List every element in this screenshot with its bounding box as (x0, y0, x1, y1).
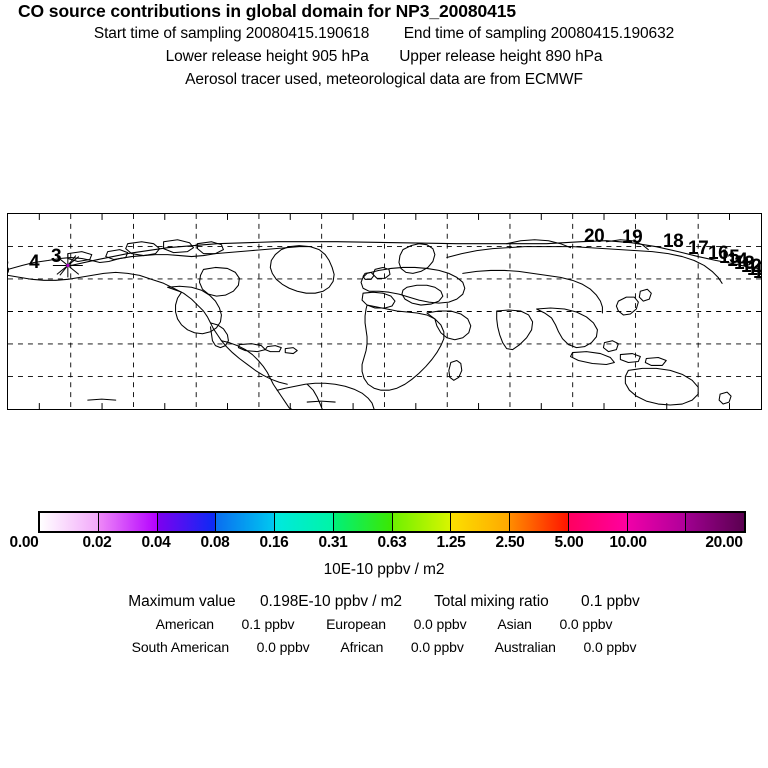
release-height-row: Lower release height 905 hPa Upper relea… (0, 45, 768, 68)
end-time-label: End time of sampling 20080415.190632 (403, 25, 675, 42)
coastline-paths (8, 239, 732, 409)
colorbar-tick-8: 2.50 (495, 534, 525, 551)
region-value-south-american: 0.0 ppbv (256, 639, 310, 655)
tracer-note-row: Aerosol tracer used, meteorological data… (0, 68, 768, 91)
release-point-dot (66, 263, 70, 268)
colorbar-segment-1 (98, 513, 158, 531)
colorbar-tick-7: 1.25 (436, 534, 466, 551)
region-row-1: American 0.1 ppbv European 0.0 ppbv Asia… (0, 613, 768, 636)
colorbar-tick-1: 0.02 (82, 534, 112, 551)
colorbar-segment-2 (157, 513, 217, 531)
region-name-australian: Australian (494, 639, 556, 655)
region-value-european: 0.0 ppbv (413, 616, 467, 632)
colorbar-tick-5: 0.31 (318, 534, 348, 551)
colorbar (38, 511, 746, 533)
trajectory-label-4-12: 4 (29, 252, 40, 273)
trajectory-label-10-10: 10 (753, 263, 761, 282)
trajectory-label-15-5: 15 (719, 247, 740, 268)
region-value-asian: 0.0 ppbv (559, 616, 613, 632)
world-map-svg (8, 214, 761, 409)
colorbar-segment-3 (216, 513, 275, 531)
global-map-panel: 20 19 181716151413121110 543 (7, 213, 762, 410)
colorbar-tick-2: 0.04 (141, 534, 171, 551)
trajectory-label-19-1: 19 (622, 227, 643, 248)
colorbar-tick-10: 10.00 (609, 534, 647, 551)
region-row-2: South American 0.0 ppbv African 0.0 ppbv… (0, 636, 768, 659)
trajectory-label-20-0: 20 (584, 226, 605, 247)
colorbar-segment-8 (510, 513, 569, 531)
colorbar-unit-label: 10E-10 ppbv / m2 (323, 561, 445, 578)
colorbar-tick-9: 5.00 (554, 534, 584, 551)
trajectory-label-14-6: 14 (727, 250, 748, 271)
total-mixing-ratio-value: 0.1 ppbv (581, 593, 640, 610)
colorbar-tick-0: 0.00 (9, 534, 39, 551)
maximum-value-label: Maximum value (128, 593, 236, 610)
colorbar-segment-11 (686, 513, 744, 531)
colorbar-tick-11: 20.00 (705, 534, 743, 551)
trajectory-label-11-9: 11 (747, 259, 761, 280)
sampling-time-row: Start time of sampling 20080415.190618 E… (0, 22, 768, 45)
header-block: CO source contributions in global domain… (0, 0, 768, 91)
region-name-american: American (155, 616, 214, 632)
maximum-value: 0.198E-10 ppbv / m2 (259, 593, 402, 610)
start-time-label: Start time of sampling 20080415.190618 (93, 25, 370, 42)
colorbar-tick-4: 0.16 (259, 534, 289, 551)
colorbar-tick-3: 0.08 (200, 534, 230, 551)
trajectory-path (70, 240, 759, 269)
upper-release-height-label: Upper release height 890 hPa (399, 48, 603, 65)
map-axis-ticks (38, 214, 730, 409)
statistics-block: Maximum value 0.198E-10 ppbv / m2 Total … (0, 590, 768, 659)
region-value-american: 0.1 ppbv (241, 616, 295, 632)
maximum-and-total-row: Maximum value 0.198E-10 ppbv / m2 Total … (0, 590, 768, 613)
trajectory-label-17-3: 17 (688, 238, 709, 259)
colorbar-segment-5 (333, 513, 393, 531)
trajectory-label-13-7: 13 (734, 253, 755, 274)
region-name-african: African (340, 639, 384, 655)
colorbar-segment-0 (40, 513, 99, 531)
colorbar-segment-9 (568, 513, 628, 531)
colorbar-container (38, 511, 746, 533)
colorbar-tick-6: 0.63 (377, 534, 407, 551)
region-value-australian: 0.0 ppbv (583, 639, 637, 655)
page-title: CO source contributions in global domain… (18, 1, 517, 21)
region-name-asian: Asian (497, 616, 532, 632)
total-mixing-ratio-label: Total mixing ratio (434, 593, 549, 610)
trajectory-label-16-4: 16 (708, 243, 729, 264)
map-gridlines (8, 214, 761, 409)
trajectory-label-5-11: 5 (8, 260, 10, 279)
region-name-south-american: South American (131, 639, 230, 655)
lower-release-height-label: Lower release height 905 hPa (165, 48, 369, 65)
tracer-note-label: Aerosol tracer used, meteorological data… (185, 71, 583, 88)
colorbar-tick-labels: 0.00 0.02 0.04 0.08 0.16 0.31 0.63 1.25 2.50 5.00… (0, 534, 768, 554)
colorbar-segment-7 (451, 513, 510, 531)
region-value-african: 0.0 ppbv (410, 639, 464, 655)
trajectory-label-12-8: 12 (741, 256, 762, 277)
colorbar-segment-4 (275, 513, 334, 531)
trajectory-label-18-2: 18 (663, 231, 684, 252)
region-name-european: European (326, 616, 386, 632)
colorbar-segment-6 (392, 513, 452, 531)
colorbar-segment-10 (627, 513, 687, 531)
trajectory-label-3-13: 3 (51, 246, 62, 267)
